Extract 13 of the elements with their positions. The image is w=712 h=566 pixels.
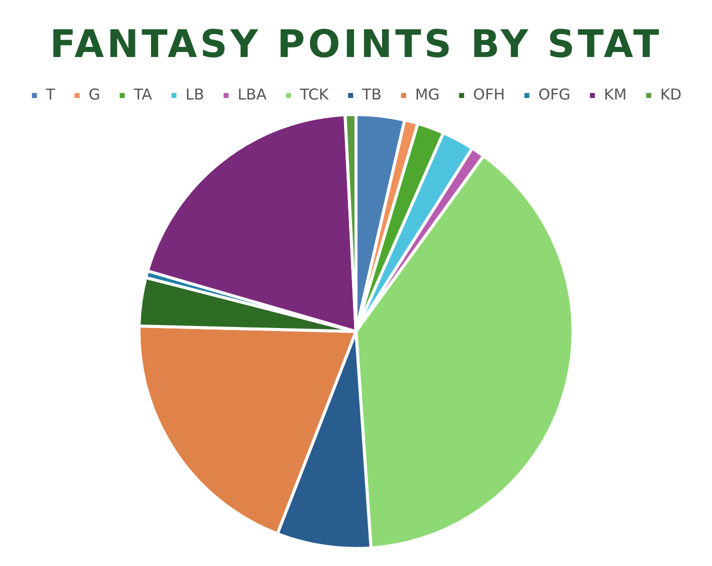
- legend-label: TA: [132, 85, 153, 104]
- legend-label: LB: [185, 85, 204, 104]
- legend-label: T: [44, 85, 56, 104]
- legend-label: KM: [604, 85, 627, 104]
- legend-label: MG: [415, 85, 440, 104]
- legend-label: LBA: [238, 85, 268, 104]
- legend-label: G: [88, 85, 100, 104]
- legend-label: OFH: [473, 85, 505, 104]
- legend-label: KD: [660, 85, 682, 104]
- legend-label: OFG: [538, 85, 570, 104]
- legend-label: TCK: [299, 85, 330, 104]
- legend-label: TB: [361, 85, 382, 104]
- chart-title: FANTASY POINTS BY STAT: [48, 22, 664, 68]
